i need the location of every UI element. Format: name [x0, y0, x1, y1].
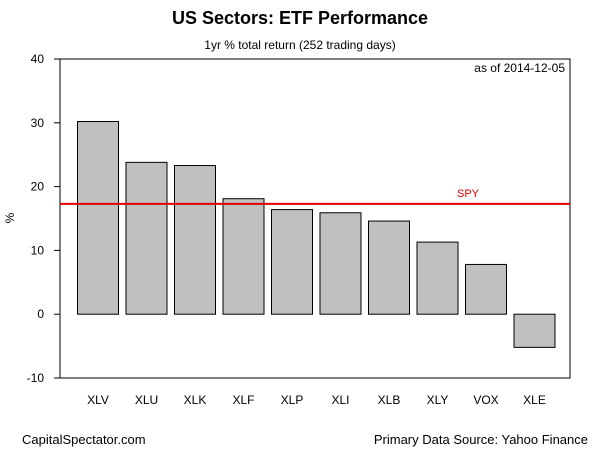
chart-subtitle: 1yr % total return (252 trading days)	[204, 38, 396, 52]
x-tick-label: XLY	[427, 393, 449, 407]
y-tick-label: 40	[31, 52, 45, 66]
y-tick-label: -10	[27, 371, 45, 385]
y-tick-label: 20	[31, 180, 45, 194]
y-axis-label: %	[3, 212, 17, 223]
x-axis: XLV XLU XLK XLF XLP XLI XLB XLY VOX XLE	[87, 393, 546, 407]
bar-vox	[465, 263, 507, 315]
x-tick-label: XLV	[87, 393, 109, 407]
bar-xle	[513, 313, 556, 348]
bar-xlp	[271, 209, 313, 315]
x-tick-label: XLI	[331, 393, 349, 407]
x-tick-label: XLP	[281, 393, 304, 407]
bar-xli	[319, 212, 362, 315]
plot-frame	[59, 58, 571, 379]
bars-group	[77, 121, 556, 348]
x-tick-label: XLB	[378, 393, 401, 407]
spy-reference-label: SPY	[457, 188, 480, 200]
chart-title: US Sectors: ETF Performance	[171, 8, 429, 28]
y-tick-label: 30	[31, 116, 45, 130]
footer-data-source: Primary Data Source: Yahoo Finance	[373, 432, 588, 447]
bar-xlk	[174, 165, 216, 315]
y-tick-label: 0	[37, 307, 44, 321]
as-of-annotation: as of 2014-12-05	[474, 61, 565, 75]
x-tick-label: XLK	[184, 393, 207, 407]
x-tick-label: VOX	[473, 393, 498, 407]
bar-xlu	[125, 161, 168, 315]
x-tick-label: XLU	[135, 393, 158, 407]
x-tick-label: XLE	[523, 393, 546, 407]
y-axis: -10 0 10 20 30 40	[27, 52, 60, 385]
bar-xly	[416, 241, 459, 315]
y-tick-label: 10	[31, 243, 45, 257]
x-tick-label: XLF	[232, 393, 254, 407]
bar-xlf	[222, 198, 265, 315]
footer-credit: CapitalSpectator.com	[22, 432, 146, 447]
bar-xlb	[368, 220, 410, 315]
bar-xlv	[77, 121, 119, 315]
